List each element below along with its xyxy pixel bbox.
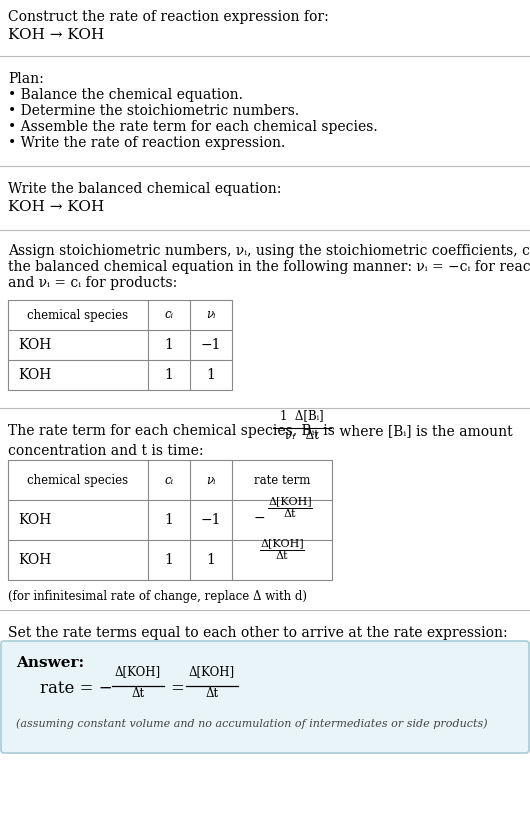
Text: rate = −: rate = −: [40, 680, 112, 697]
Text: Answer:: Answer:: [16, 656, 84, 670]
Text: KOH: KOH: [18, 368, 51, 382]
Text: Assign stoichiometric numbers, νᵢ, using the stoichiometric coefficients, cᵢ, fr: Assign stoichiometric numbers, νᵢ, using…: [8, 244, 530, 258]
Text: 1: 1: [164, 338, 173, 352]
Text: Δt: Δt: [131, 687, 145, 700]
Text: νᵢ: νᵢ: [206, 308, 216, 322]
Bar: [8, 300, 232, 390]
Text: • Balance the chemical equation.: • Balance the chemical equation.: [8, 88, 243, 102]
Text: rate term: rate term: [254, 473, 310, 487]
Bar: [8, 460, 332, 580]
Text: chemical species: chemical species: [28, 473, 129, 487]
Text: Δ[KOH]: Δ[KOH]: [268, 496, 312, 506]
Text: Δt: Δt: [284, 509, 296, 519]
Text: cᵢ: cᵢ: [164, 473, 173, 487]
Text: Δt: Δt: [276, 551, 288, 561]
Text: KOH: KOH: [18, 553, 51, 567]
Text: KOH → KOH: KOH → KOH: [8, 200, 104, 214]
Text: Construct the rate of reaction expression for:: Construct the rate of reaction expressio…: [8, 10, 329, 24]
Text: Plan:: Plan:: [8, 72, 44, 86]
Text: (assuming constant volume and no accumulation of intermediates or side products): (assuming constant volume and no accumul…: [16, 718, 488, 728]
Text: Write the balanced chemical equation:: Write the balanced chemical equation:: [8, 182, 281, 196]
Text: 1: 1: [164, 368, 173, 382]
Text: 1: 1: [164, 513, 173, 527]
Text: where [Bᵢ] is the amount: where [Bᵢ] is the amount: [335, 424, 513, 438]
Text: −1: −1: [201, 513, 221, 527]
Text: νᵢ: νᵢ: [206, 473, 216, 487]
Text: concentration and t is time:: concentration and t is time:: [8, 444, 204, 458]
Text: Δ[KOH]: Δ[KOH]: [189, 665, 235, 678]
Text: 1  Δ[Bᵢ]: 1 Δ[Bᵢ]: [280, 409, 324, 422]
Text: and νᵢ = cᵢ for products:: and νᵢ = cᵢ for products:: [8, 276, 177, 290]
Text: The rate term for each chemical species, Bᵢ, is: The rate term for each chemical species,…: [8, 424, 339, 438]
Text: • Determine the stoichiometric numbers.: • Determine the stoichiometric numbers.: [8, 104, 299, 118]
Text: −1: −1: [201, 338, 221, 352]
Text: (for infinitesimal rate of change, replace Δ with d): (for infinitesimal rate of change, repla…: [8, 590, 307, 603]
Text: νᵢ   Δt: νᵢ Δt: [285, 429, 319, 442]
Text: 1: 1: [207, 553, 215, 567]
Text: KOH: KOH: [18, 513, 51, 527]
Text: • Assemble the rate term for each chemical species.: • Assemble the rate term for each chemic…: [8, 120, 377, 134]
Text: chemical species: chemical species: [28, 308, 129, 322]
Text: cᵢ: cᵢ: [164, 308, 173, 322]
Text: 1: 1: [164, 553, 173, 567]
FancyBboxPatch shape: [1, 641, 529, 753]
Text: =: =: [170, 680, 184, 697]
Text: KOH → KOH: KOH → KOH: [8, 28, 104, 42]
Text: • Write the rate of reaction expression.: • Write the rate of reaction expression.: [8, 136, 285, 150]
Text: Δ[KOH]: Δ[KOH]: [260, 538, 304, 548]
Text: KOH: KOH: [18, 338, 51, 352]
Text: Δt: Δt: [206, 687, 218, 700]
Text: Δ[KOH]: Δ[KOH]: [115, 665, 161, 678]
Text: the balanced chemical equation in the following manner: νᵢ = −cᵢ for reactants: the balanced chemical equation in the fo…: [8, 260, 530, 274]
Text: Set the rate terms equal to each other to arrive at the rate expression:: Set the rate terms equal to each other t…: [8, 626, 508, 640]
Text: −: −: [254, 511, 266, 525]
Text: 1: 1: [207, 368, 215, 382]
